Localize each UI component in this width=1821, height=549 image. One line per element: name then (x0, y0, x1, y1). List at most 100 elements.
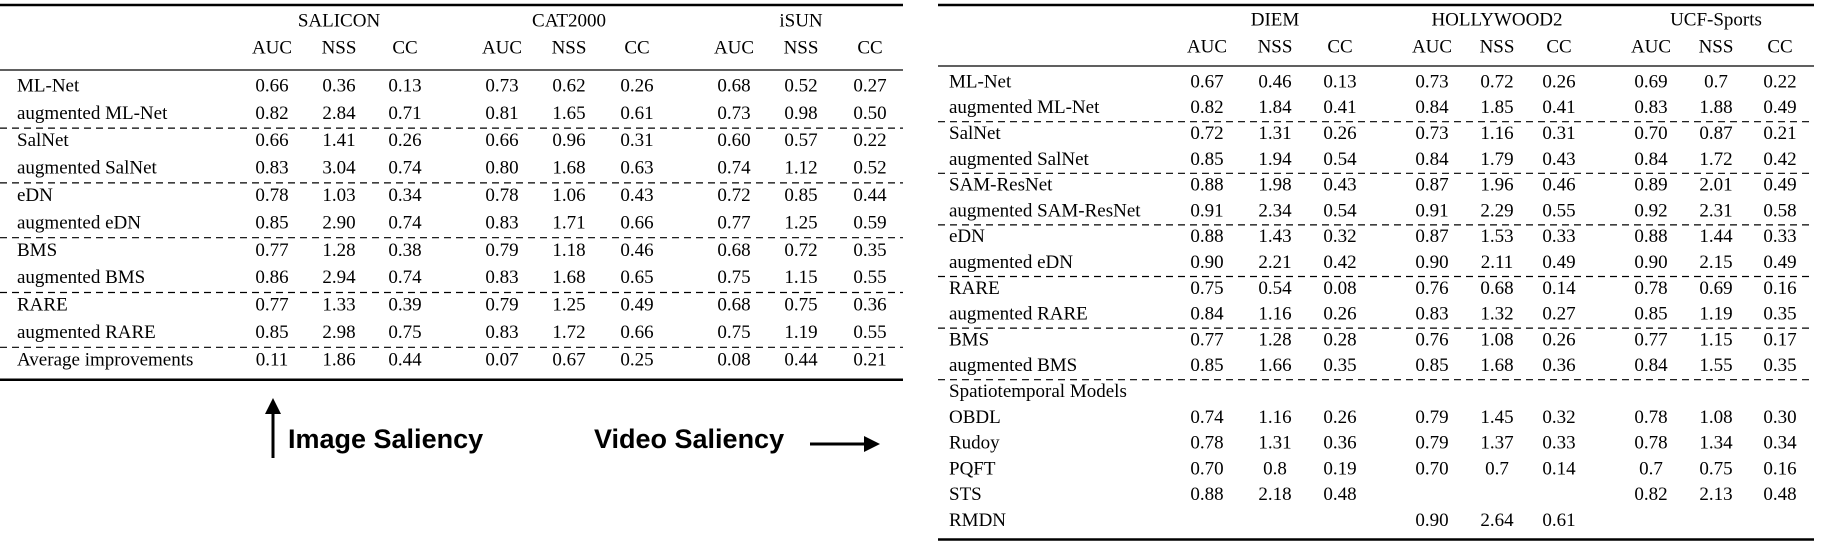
cell: 0.87 (1699, 123, 1732, 144)
up-arrow-head (265, 398, 281, 414)
row-label: BMS (949, 329, 989, 350)
row-label: augmented RARE (17, 322, 156, 343)
cell: 0.31 (620, 130, 653, 151)
cell: 0.87 (1415, 226, 1448, 247)
cell: 2.84 (322, 103, 356, 124)
cell: 0.68 (1480, 278, 1513, 299)
cell: 0.43 (1542, 149, 1575, 170)
cell: 1.08 (1699, 407, 1732, 428)
row-label: augmented ML-Net (949, 97, 1100, 118)
row-label: PQFT (949, 458, 996, 479)
cell: 2.90 (322, 212, 355, 233)
cell: 0.76 (1415, 329, 1448, 350)
cell: 0.68 (717, 295, 750, 316)
cell: 0.85 (1190, 355, 1223, 376)
cell: 0.54 (1323, 149, 1357, 170)
cell: 0.38 (388, 240, 421, 261)
row-label: RARE (17, 295, 68, 316)
cell: 1.65 (552, 103, 585, 124)
row-label: BMS (17, 240, 57, 261)
cell: 0.30 (1763, 407, 1796, 428)
cell: 0.79 (1415, 407, 1448, 428)
cell: 0.83 (1634, 97, 1667, 118)
metric-header: AUC (1631, 36, 1671, 57)
cell: 0.43 (1323, 175, 1356, 196)
cell: 0.32 (1323, 226, 1356, 247)
cell: 0.75 (717, 267, 750, 288)
cell: 0.78 (1634, 278, 1667, 299)
row-label: SalNet (949, 123, 1001, 144)
cell: 0.54 (1323, 200, 1357, 221)
cell: 0.67 (552, 349, 585, 370)
cell: 2.29 (1480, 200, 1513, 221)
cell: 0.89 (1634, 175, 1667, 196)
right-arrow-head (864, 436, 880, 452)
cell: 1.66 (1258, 355, 1291, 376)
cell: 0.42 (1763, 149, 1796, 170)
cell: 1.16 (1480, 123, 1513, 144)
cell: 0.35 (1323, 355, 1356, 376)
cell: 0.70 (1634, 123, 1667, 144)
cell: 1.15 (1699, 329, 1732, 350)
cell: 1.18 (552, 240, 585, 261)
cell: 0.61 (620, 103, 653, 124)
cell: 2.34 (1258, 200, 1292, 221)
cell: 0.35 (853, 240, 886, 261)
cell: 0.98 (784, 103, 817, 124)
cell: 0.68 (717, 75, 750, 96)
cell: 0.78 (1634, 407, 1667, 428)
cell: 0.55 (853, 267, 886, 288)
metric-header: CC (624, 37, 649, 58)
cell: 2.31 (1699, 200, 1732, 221)
cell: 0.54 (1258, 278, 1292, 299)
metric-header: CC (857, 37, 882, 58)
cell: 0.75 (717, 322, 750, 343)
cell: 0.69 (1634, 71, 1667, 92)
cell: 0.85 (255, 212, 288, 233)
cell: 0.61 (1542, 510, 1575, 531)
cell: 1.06 (552, 185, 585, 206)
cell: 0.77 (717, 212, 750, 233)
cell: 1.19 (1699, 304, 1732, 325)
cell: 1.33 (322, 295, 355, 316)
cell: 0.65 (620, 267, 653, 288)
metric-header: NSS (1258, 36, 1293, 57)
cell: 0.72 (1190, 123, 1223, 144)
cell: 0.96 (552, 130, 585, 151)
cell: 0.83 (485, 212, 518, 233)
cell: 0.27 (853, 75, 886, 96)
group-header: CAT2000 (532, 10, 606, 31)
cell: 1.32 (1480, 304, 1513, 325)
cell: 0.50 (853, 103, 886, 124)
cell: 2.98 (322, 322, 355, 343)
cell: 0.86 (255, 267, 288, 288)
cell: 0.78 (1190, 433, 1223, 454)
metric-header: NSS (784, 37, 819, 58)
cell: 0.74 (388, 267, 422, 288)
cell: 2.94 (322, 267, 356, 288)
cell: 1.16 (1258, 407, 1291, 428)
cell: 0.84 (1634, 355, 1668, 376)
cell: 0.90 (1190, 252, 1223, 273)
cell: 0.88 (1190, 484, 1223, 505)
cell: 0.7 (1704, 71, 1728, 92)
row-label: ML-Net (17, 75, 80, 96)
cell: 0.79 (485, 240, 518, 261)
cell: 2.15 (1699, 252, 1732, 273)
cell: 1.25 (552, 295, 585, 316)
cell: 1.41 (322, 130, 355, 151)
cell: 0.73 (1415, 71, 1448, 92)
cell: 0.72 (717, 185, 750, 206)
cell: 0.88 (1634, 226, 1667, 247)
group-header: SALICON (298, 10, 381, 31)
cell: 0.74 (388, 212, 422, 233)
row-label: augmented SalNet (949, 149, 1090, 170)
cell: 0.17 (1763, 329, 1796, 350)
group-header: DIEM (1251, 9, 1300, 30)
cell: 0.67 (1190, 71, 1223, 92)
metric-header: CC (392, 37, 417, 58)
cell: 1.15 (784, 267, 817, 288)
cell: 1.84 (1258, 97, 1292, 118)
cell: 0.75 (1190, 278, 1223, 299)
group-header: HOLLYWOOD2 (1431, 9, 1562, 30)
